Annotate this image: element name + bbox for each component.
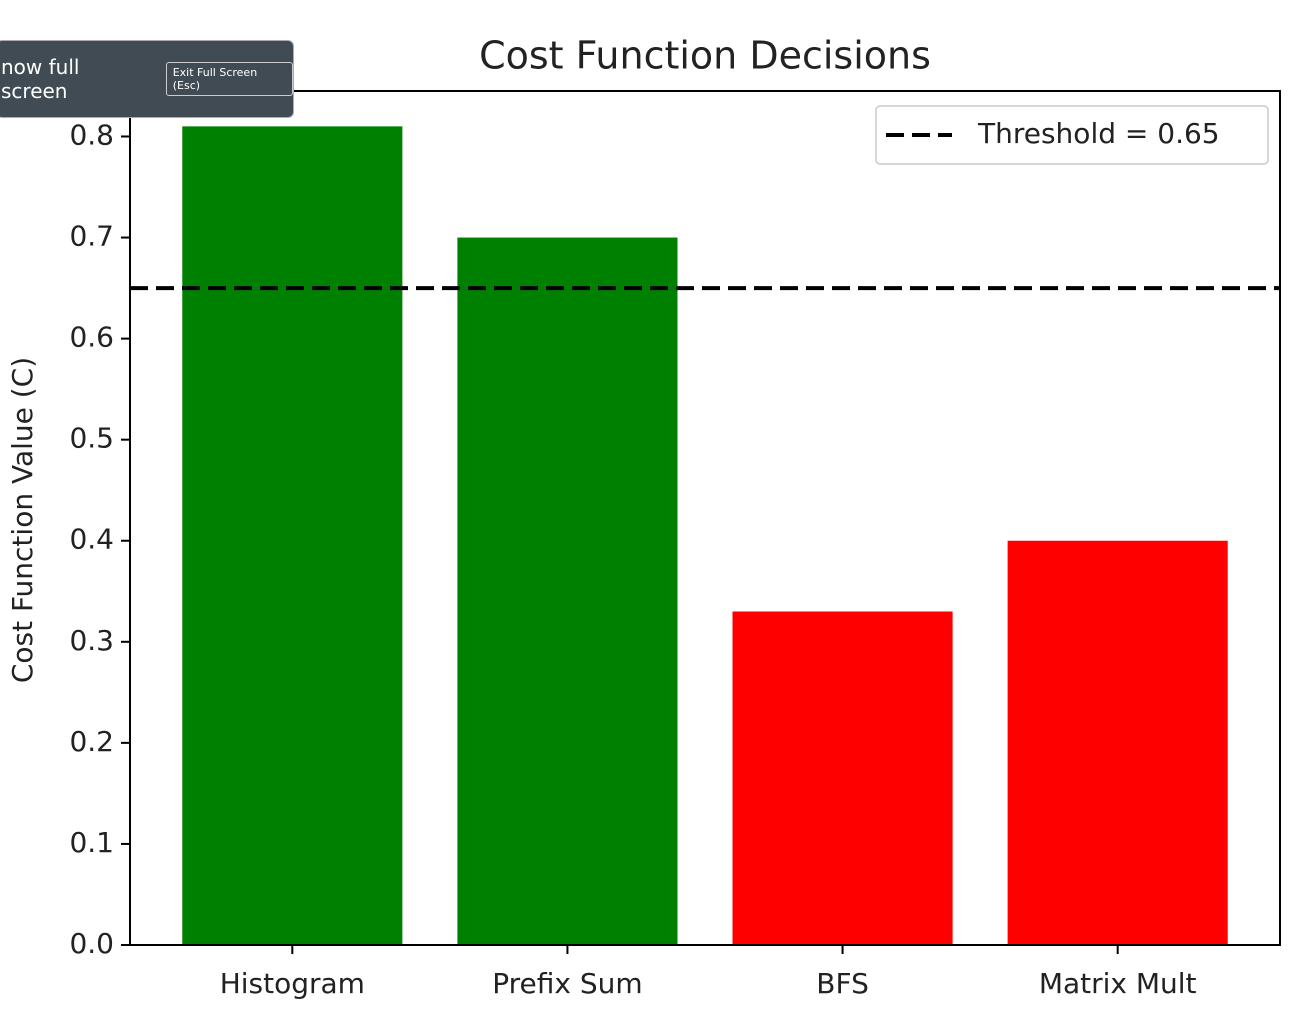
x-tick-label: Prefix Sum xyxy=(492,967,642,1000)
y-tick-label: 0.8 xyxy=(69,118,114,151)
bar xyxy=(182,126,403,945)
y-tick-label: 0.7 xyxy=(69,220,114,253)
fullscreen-notice: now full screen Exit Full Screen (Esc) xyxy=(0,40,294,118)
bar xyxy=(732,611,953,945)
exit-fullscreen-button[interactable]: Exit Full Screen (Esc) xyxy=(165,62,293,96)
notice-text: now full screen xyxy=(1,55,80,103)
y-axis-label: Cost Function Value (C) xyxy=(6,357,39,683)
y-tick-label: 0.3 xyxy=(69,624,114,657)
y-tick-label: 0.1 xyxy=(69,826,114,859)
axes-frame xyxy=(129,90,1281,946)
legend-box xyxy=(875,105,1269,165)
y-tick-label: 0.4 xyxy=(69,523,114,556)
bar xyxy=(1007,540,1228,945)
y-tick-label: 0.6 xyxy=(69,321,114,354)
y-tick-label: 0.2 xyxy=(69,725,114,758)
chart-title: Cost Function Decisions xyxy=(479,34,931,78)
y-tick-label: 0.0 xyxy=(69,927,114,960)
bar xyxy=(457,237,678,945)
legend-label: Threshold = 0.65 xyxy=(977,117,1220,150)
x-tick-label: Matrix Mult xyxy=(1039,967,1197,1000)
x-tick-label: Histogram xyxy=(220,967,365,1000)
y-tick-label: 0.5 xyxy=(69,422,114,455)
x-tick-label: BFS xyxy=(816,967,869,1000)
